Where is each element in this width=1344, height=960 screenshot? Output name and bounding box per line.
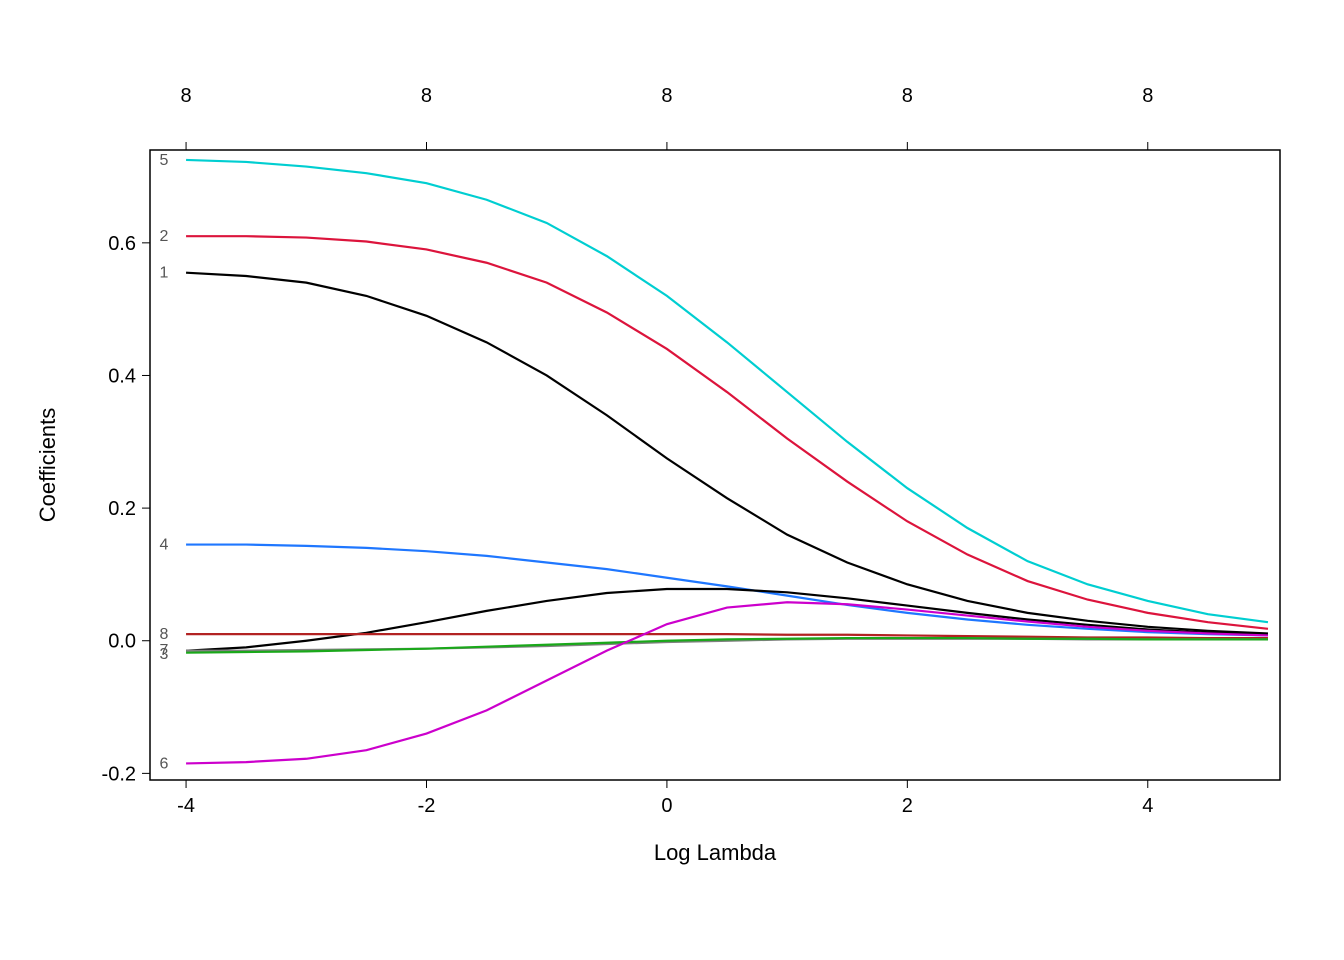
series-label-6: 6 — [160, 755, 169, 772]
x-tick-label: 2 — [902, 795, 913, 817]
x-tick-label: -4 — [177, 795, 195, 817]
series-label-2: 2 — [160, 228, 169, 245]
y-tick-label: 0.0 — [108, 631, 136, 653]
top-axis-label: 8 — [902, 85, 913, 107]
series-label-1: 1 — [160, 265, 169, 282]
y-axis-title: Coefficients — [35, 408, 60, 523]
series-label-5: 5 — [160, 152, 169, 169]
y-tick-label: 0.2 — [108, 498, 136, 520]
series-label-4: 4 — [160, 537, 169, 554]
series-label-8: 8 — [160, 626, 169, 643]
top-axis-label: 8 — [661, 85, 672, 107]
series-label-3: 3 — [160, 646, 169, 663]
top-axis-label: 8 — [421, 85, 432, 107]
x-axis-title: Log Lambda — [654, 840, 777, 865]
y-tick-label: 0.6 — [108, 233, 136, 255]
coefficient-path-plot: -4 -2 0 2 4 -0.2 0.0 0.2 0.4 0.6 8 8 8 8 8 Log Lambda Co… — [0, 0, 1344, 960]
x-tick-label: 0 — [661, 795, 672, 817]
y-tick-label: -0.2 — [102, 763, 136, 785]
x-tick-label: 4 — [1142, 795, 1153, 817]
y-tick-label: 0.4 — [108, 365, 136, 387]
top-axis-label: 8 — [181, 85, 192, 107]
x-tick-label: -2 — [418, 795, 436, 817]
top-axis-label: 8 — [1142, 85, 1153, 107]
